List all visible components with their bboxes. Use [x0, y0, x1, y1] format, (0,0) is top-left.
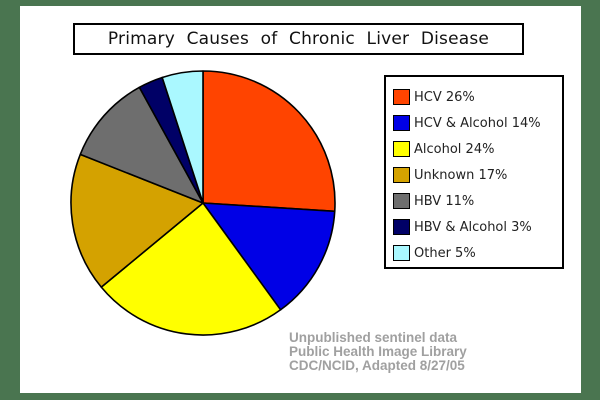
legend-item-hbv: HBV 11% [386, 188, 562, 214]
pie-chart [70, 70, 336, 336]
source-line: CDC/NCID, Adapted 8/27/05 [289, 358, 465, 373]
pie-slice-unknown [70, 153, 204, 288]
legend-item-hcv: HCV 26% [386, 84, 562, 110]
legend-item-hcv-alcohol: HCV & Alcohol 14% [386, 110, 562, 136]
legend-swatch [393, 167, 410, 183]
pie-slice-hbv [79, 86, 204, 204]
legend-label: HBV 11% [414, 193, 475, 209]
legend-swatch [393, 219, 410, 235]
legend-label: HBV & Alcohol 3% [414, 219, 532, 235]
legend-label: HCV 26% [414, 89, 475, 105]
legend-label: Other 5% [414, 245, 476, 261]
legend-label: Alcohol 24% [414, 141, 495, 157]
legend-swatch [393, 193, 410, 209]
source-line: Unpublished sentinel data [289, 330, 458, 345]
legend-item-alcohol: Alcohol 24% [386, 136, 562, 162]
chart-title: Primary Causes of Chronic Liver Disease [73, 23, 524, 55]
chart-panel: Primary Causes of Chronic Liver Disease … [20, 6, 581, 393]
pie-slice-hcv-alcohol [202, 202, 336, 311]
legend-swatch [393, 245, 410, 261]
legend-swatch [393, 141, 410, 157]
legend-label: Unknown 17% [414, 167, 508, 183]
legend-item-other: Other 5% [386, 240, 562, 266]
pie-slice-other [161, 70, 204, 204]
legend-swatch [393, 89, 410, 105]
legend-swatch [393, 115, 410, 131]
pie-slice-hcv [202, 70, 336, 213]
chart-legend: HCV 26% HCV & Alcohol 14% Alcohol 24% Un… [384, 75, 564, 269]
legend-label: HCV & Alcohol 14% [414, 115, 541, 131]
source-annotation: Unpublished sentinel data Public Health … [289, 331, 467, 373]
legend-item-hbv-alcohol: HBV & Alcohol 3% [386, 214, 562, 240]
pie-slice-alcohol [100, 202, 282, 336]
legend-item-unknown: Unknown 17% [386, 162, 562, 188]
source-line: Public Health Image Library [289, 344, 467, 359]
